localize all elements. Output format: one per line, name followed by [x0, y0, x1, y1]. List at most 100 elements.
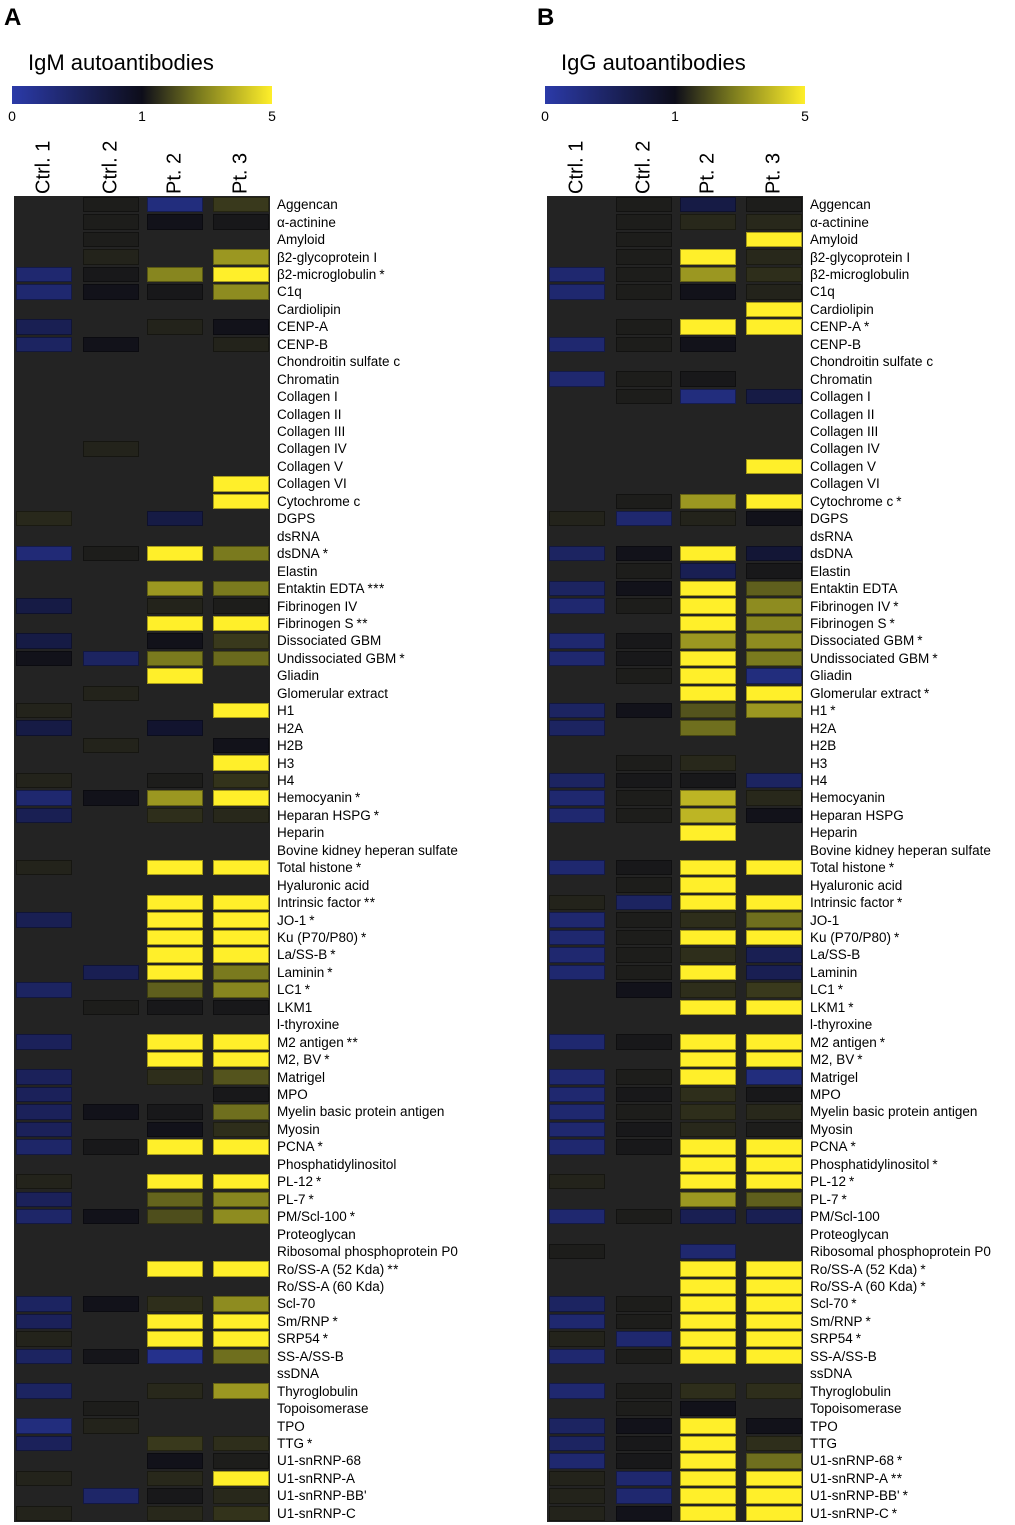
heatmap-cell — [549, 720, 605, 736]
heatmap-cell — [746, 563, 802, 579]
heatmap-cell — [680, 912, 736, 928]
row-label: LKM1 * — [810, 999, 854, 1016]
panel-b: B IgG autoantibodies 0 1 5 Ctrl. 1 Ctrl.… — [533, 0, 1015, 1525]
heatmap-cell — [213, 1208, 269, 1225]
heatmap-cell — [83, 231, 139, 248]
row-label-text: SRP54 — [277, 1331, 320, 1347]
row-label-text: ssDNA — [277, 1366, 320, 1382]
heatmap-cell — [213, 1453, 269, 1469]
row-label: TPO — [277, 1418, 305, 1435]
heatmap-cell — [549, 545, 605, 562]
heatmap-cell — [616, 284, 672, 300]
significance-stars: * — [330, 947, 337, 963]
heatmap-cell — [746, 1383, 802, 1399]
heatmap-cell — [746, 1348, 802, 1364]
row-label-text: Amyloid — [277, 232, 326, 248]
heatmap-cell — [213, 336, 269, 353]
heatmap-cell — [213, 702, 269, 719]
row-label: TTG * — [277, 1435, 313, 1452]
significance-stars: * — [850, 1139, 857, 1155]
row-label: Collagen I — [277, 388, 338, 405]
heatmap-cell — [746, 1331, 802, 1347]
heatmap-cell — [680, 511, 736, 527]
heatmap-cell — [549, 1104, 605, 1120]
row-label-text: PM/Scl-100 — [277, 1209, 347, 1225]
heatmap-cell — [16, 807, 72, 824]
heatmap-cell — [213, 1174, 269, 1190]
heatmap-cell — [213, 1435, 269, 1452]
heatmap-cell — [147, 1051, 203, 1068]
row-label: Collagen VI — [277, 475, 347, 492]
heatmap-cell — [549, 1086, 605, 1103]
heatmap-cell — [746, 1296, 802, 1312]
heatmap-cell — [616, 371, 672, 387]
heatmap-cell — [213, 964, 269, 981]
heatmap-cell — [213, 772, 269, 789]
row-label: Dissociated GBM * — [810, 632, 923, 649]
significance-stars: * — [304, 982, 311, 998]
row-label-text: dsRNA — [810, 528, 853, 544]
row-label: Ro/SS-A (60 Kda) * — [810, 1278, 926, 1295]
significance-stars: * — [379, 267, 386, 282]
row-label-text: CENP-B — [810, 336, 862, 352]
heatmap-cell — [680, 336, 736, 353]
row-label-text: C1q — [277, 284, 302, 300]
row-label-text: dsDNA — [810, 546, 853, 562]
heatmap-cell — [83, 737, 139, 754]
heatmap-cell — [16, 1104, 72, 1120]
heatmap-cell — [16, 772, 72, 789]
heatmap-cell — [746, 458, 802, 475]
significance-stars: * — [932, 1156, 939, 1172]
row-label: DGPS — [277, 510, 315, 527]
row-label: Elastin — [810, 563, 851, 580]
row-label: β2-microglobulin * — [277, 266, 385, 283]
heatmap-cell — [680, 807, 736, 824]
panel-letter: B — [537, 4, 555, 31]
row-label: Aggencan — [277, 196, 338, 213]
significance-stars: * — [893, 598, 900, 614]
significance-stars: * — [857, 1052, 864, 1068]
heatmap-cell — [680, 1488, 736, 1504]
row-label: U1-snRNP-BB' * — [810, 1487, 908, 1504]
heatmap-cell — [680, 1174, 736, 1190]
heatmap-cell — [147, 1069, 203, 1085]
heatmap-cell — [213, 1069, 269, 1085]
heatmap-cell — [16, 1034, 72, 1050]
column-header: Pt. 2 — [163, 152, 186, 194]
heatmap-cell — [213, 807, 269, 824]
heatmap-cell — [746, 598, 802, 614]
heatmap-cell — [616, 1069, 672, 1085]
heatmap-cell — [83, 441, 139, 457]
heatmap-cell — [680, 1104, 736, 1120]
row-label-text: SRP54 — [810, 1331, 853, 1347]
heatmap-cell — [549, 1174, 605, 1190]
row-label-text: Elastin — [810, 563, 851, 579]
significance-stars: ** — [891, 1470, 903, 1486]
row-label-text: Collagen II — [810, 406, 875, 422]
heatmap-cell — [83, 790, 139, 806]
row-label: PM/Scl-100 — [810, 1208, 880, 1225]
heatmap-cell — [680, 1191, 736, 1207]
significance-stars: * — [309, 912, 316, 928]
heatmap-cell — [83, 1400, 139, 1417]
heatmap-cell — [616, 580, 672, 597]
heatmap-cell — [680, 755, 736, 771]
heatmap-cell — [616, 563, 672, 579]
heatmap-cell — [549, 1121, 605, 1138]
heatmap-cell — [213, 790, 269, 806]
significance-stars: ** — [364, 895, 376, 911]
heatmap-cell — [746, 1191, 802, 1207]
significance-stars: * — [897, 1453, 903, 1469]
heatmap-cell — [213, 197, 269, 213]
row-label-text: Ro/SS-A (60 Kda) — [810, 1278, 918, 1294]
row-label-text: JO-1 — [277, 912, 307, 928]
heatmap-cell — [680, 1505, 736, 1521]
heatmap-cell — [549, 790, 605, 806]
heatmap-cell — [213, 1348, 269, 1364]
heatmap-cell — [680, 668, 736, 684]
row-label-text: MPO — [277, 1087, 308, 1103]
significance-stars: ** — [387, 1261, 399, 1277]
heatmap-cell — [616, 1313, 672, 1330]
heatmap-cell — [746, 1069, 802, 1085]
row-label-text: Sm/RNP — [277, 1313, 330, 1329]
